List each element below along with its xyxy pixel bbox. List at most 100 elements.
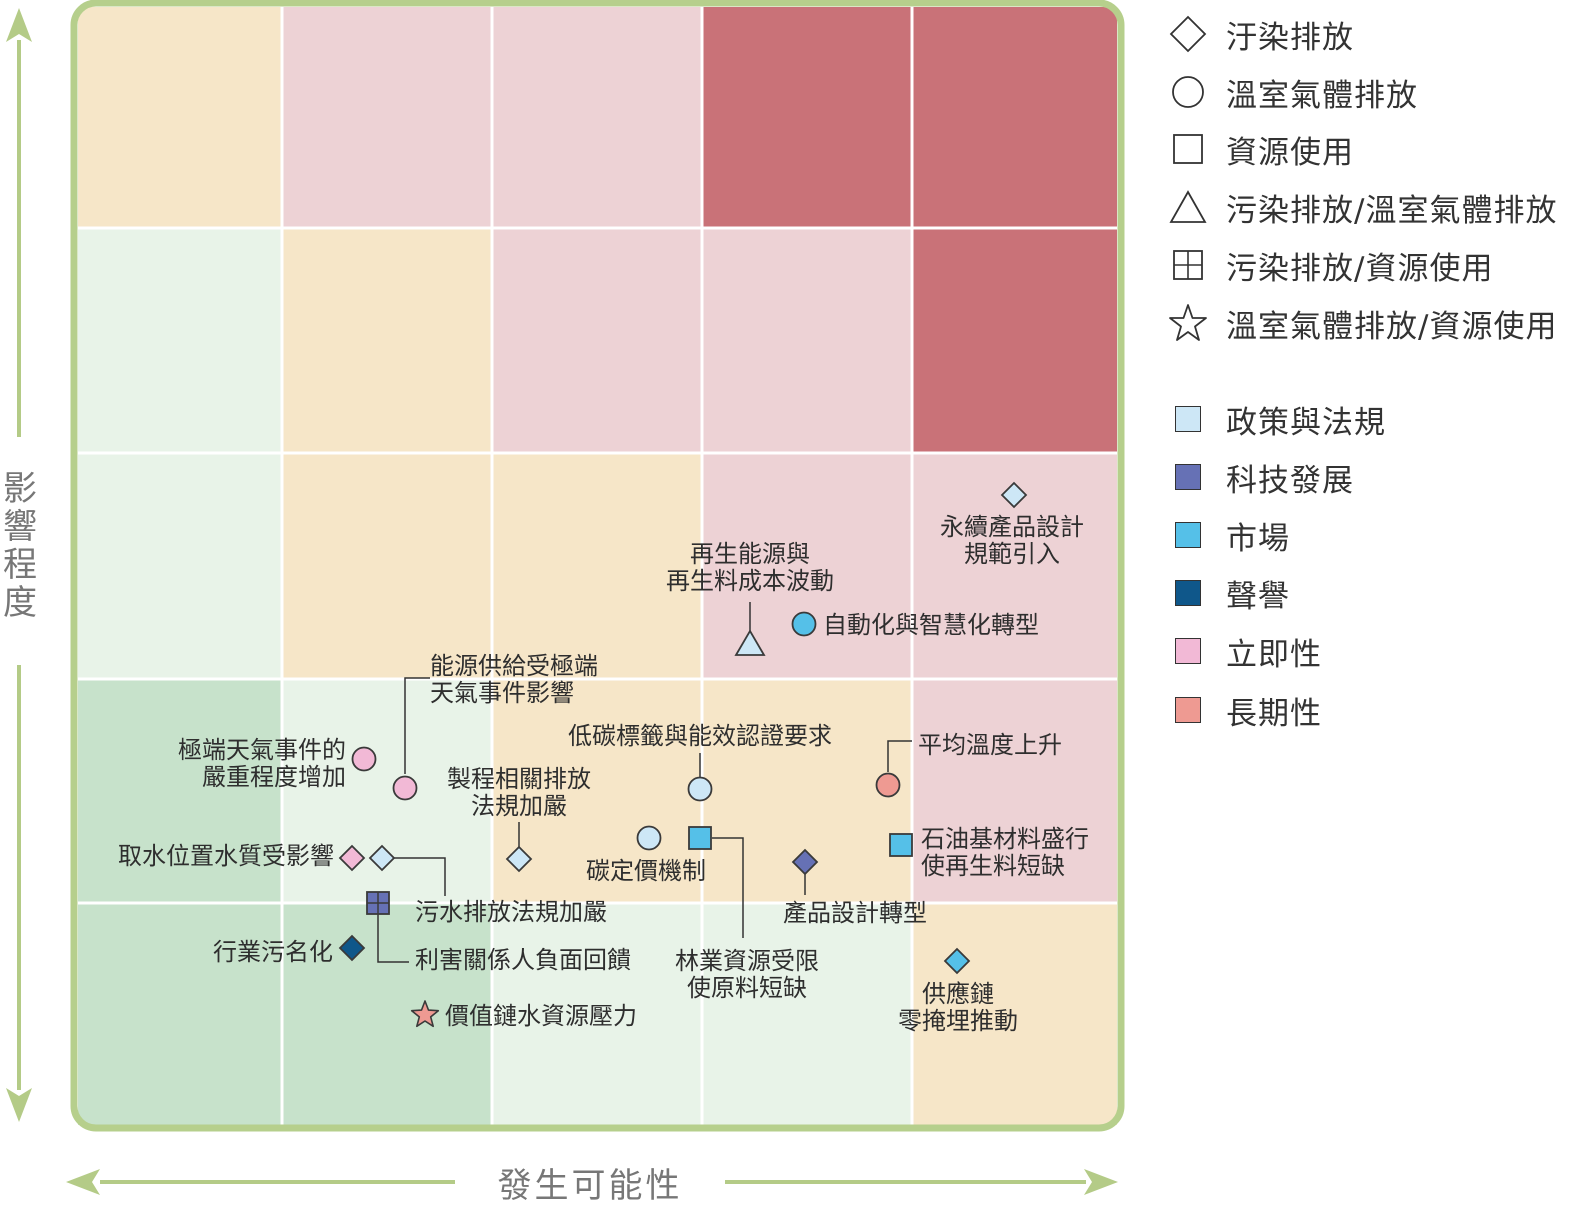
marker-forest-resource — [688, 826, 712, 850]
label-extreme-weather: 嚴重程度增加 — [202, 763, 346, 791]
marker-water-pressure — [410, 1000, 440, 1028]
matrix-cell — [78, 903, 282, 1125]
swatch-tech — [1175, 464, 1201, 490]
y-axis-arrow-down-icon — [6, 1088, 32, 1122]
y-axis-arrow-up-icon — [6, 8, 32, 42]
legend-item-pollution: 汙染排放 — [1168, 12, 1354, 56]
label-avg-temp: 平均溫度上升 — [918, 731, 1062, 759]
legend-item-ghg: 溫室氣體排放 — [1168, 70, 1418, 114]
label-renewable-cost: 再生能源與 — [690, 540, 810, 568]
leader-wastewater — [394, 857, 446, 896]
legend-item-ghg-resource: 溫室氣體排放/資源使用 — [1168, 301, 1557, 345]
swatch-market — [1175, 522, 1201, 548]
matrix-cell — [702, 903, 912, 1125]
marker-process-emission — [505, 845, 533, 873]
legend-label: 科技發展 — [1226, 462, 1354, 499]
matrix-cell — [912, 228, 1117, 453]
matrix-cell — [282, 903, 492, 1125]
label-extreme-weather: 極端天氣事件的 — [178, 736, 346, 764]
matrix-cell — [282, 453, 492, 679]
matrix-cell — [912, 679, 1117, 903]
label-energy-supply: 能源供給受極端 — [430, 652, 598, 680]
label-stakeholder: 利害關係人負面回饋 — [415, 946, 631, 974]
marker-extreme-weather — [351, 746, 377, 772]
marker-water-quality — [338, 844, 366, 872]
label-sustainable-design: 永續產品設計 — [940, 513, 1084, 541]
legend-label: 市場 — [1226, 520, 1290, 557]
label-energy-supply: 天氣事件影響 — [430, 679, 574, 707]
legend-label: 溫室氣體排放 — [1226, 77, 1418, 114]
matrix-cell — [702, 7, 912, 228]
legend-label: 資源使用 — [1226, 134, 1354, 171]
label-sustainable-design: 規範引入 — [964, 540, 1060, 568]
legend-item-chronic: 長期性 — [1168, 688, 1322, 732]
matrix-cell — [912, 903, 1117, 1125]
triangle-icon — [1168, 187, 1208, 227]
legend-label: 汙染排放 — [1226, 19, 1354, 56]
label-forest-resource: 林業資源受限 — [675, 947, 819, 975]
matrix-cell — [78, 228, 282, 453]
legend-label: 立即性 — [1226, 636, 1322, 673]
matrix-cell — [492, 228, 702, 453]
leader-energy-supply — [404, 677, 430, 774]
star-icon — [1168, 303, 1208, 343]
x-axis-arrow-right-icon — [1084, 1169, 1118, 1195]
label-carbon-pricing: 碳定價機制 — [586, 857, 706, 885]
marker-sustainable-design — [1000, 481, 1028, 509]
marker-product-design — [791, 848, 819, 876]
label-renewable-cost: 再生料成本波動 — [666, 567, 834, 595]
label-process-emission: 製程相關排放 — [447, 765, 591, 793]
legend-item-market: 市場 — [1168, 513, 1290, 557]
label-petro-material: 石油基材料盛行 — [921, 825, 1089, 853]
legend-item-tech: 科技發展 — [1168, 455, 1354, 499]
label-low-carbon-label: 低碳標籤與能效認證要求 — [568, 722, 832, 750]
legend-label: 污染排放/資源使用 — [1226, 250, 1494, 287]
x-axis-label: 發生可能性 — [497, 1166, 683, 1206]
label-wastewater: 污水排放法規加嚴 — [415, 898, 607, 926]
leader-forest-resource — [712, 837, 744, 938]
label-petro-material: 使再生料短缺 — [921, 852, 1065, 880]
y-axis-label: 影響程度 — [3, 469, 37, 623]
matrix-cell — [492, 679, 702, 903]
label-water-pressure: 價值鏈水資源壓力 — [445, 1002, 637, 1030]
swatch-policy — [1175, 406, 1201, 432]
matrix-cell — [282, 228, 492, 453]
square-icon — [1168, 129, 1208, 169]
label-stigma: 行業污名化 — [213, 938, 333, 966]
marker-carbon-pricing — [636, 825, 662, 851]
legend-label: 長期性 — [1226, 695, 1322, 732]
leader-stakeholder — [377, 914, 409, 963]
legend-item-acute: 立即性 — [1168, 629, 1322, 673]
diamond-icon — [1168, 14, 1208, 54]
matrix-frame — [70, 0, 1125, 1132]
legend-label: 溫室氣體排放/資源使用 — [1226, 308, 1558, 345]
marker-petro-material — [889, 833, 913, 857]
marker-net-zero — [943, 947, 971, 975]
marker-renewable-cost — [734, 629, 766, 656]
label-automation: 自動化與智慧化轉型 — [823, 611, 1039, 639]
matrix-cell — [492, 453, 702, 679]
marker-stigma — [338, 934, 366, 962]
legend-label: 污染排放/溫室氣體排放 — [1226, 192, 1558, 229]
matrix-cell — [912, 7, 1117, 228]
label-product-design: 產品設計轉型 — [783, 899, 927, 927]
legend-item-pollution-resource: 污染排放/資源使用 — [1168, 243, 1493, 287]
matrix-cell — [492, 7, 702, 228]
legend-item-pollution-ghg: 污染排放/溫室氣體排放 — [1168, 185, 1557, 229]
legend: 汙染排放 溫室氣體排放 資源使用 污染排放/溫室氣體排放 污染排放/資源使用 溫… — [1168, 0, 1568, 760]
matrix-cell — [78, 679, 282, 903]
leader-avg-temp — [887, 740, 912, 772]
circle-icon — [1168, 72, 1208, 112]
label-net-zero: 供應鏈 — [922, 980, 994, 1008]
legend-label: 聲譽 — [1226, 578, 1290, 615]
grid-square-icon — [1168, 245, 1208, 285]
swatch-acute — [1175, 638, 1201, 664]
label-water-quality: 取水位置水質受影響 — [118, 842, 334, 870]
marker-automation — [791, 611, 817, 637]
marker-wastewater — [368, 844, 396, 872]
matrix-cell — [702, 228, 912, 453]
legend-label: 政策與法規 — [1226, 404, 1386, 441]
swatch-chronic — [1175, 697, 1201, 723]
label-forest-resource: 使原料短缺 — [687, 974, 807, 1002]
